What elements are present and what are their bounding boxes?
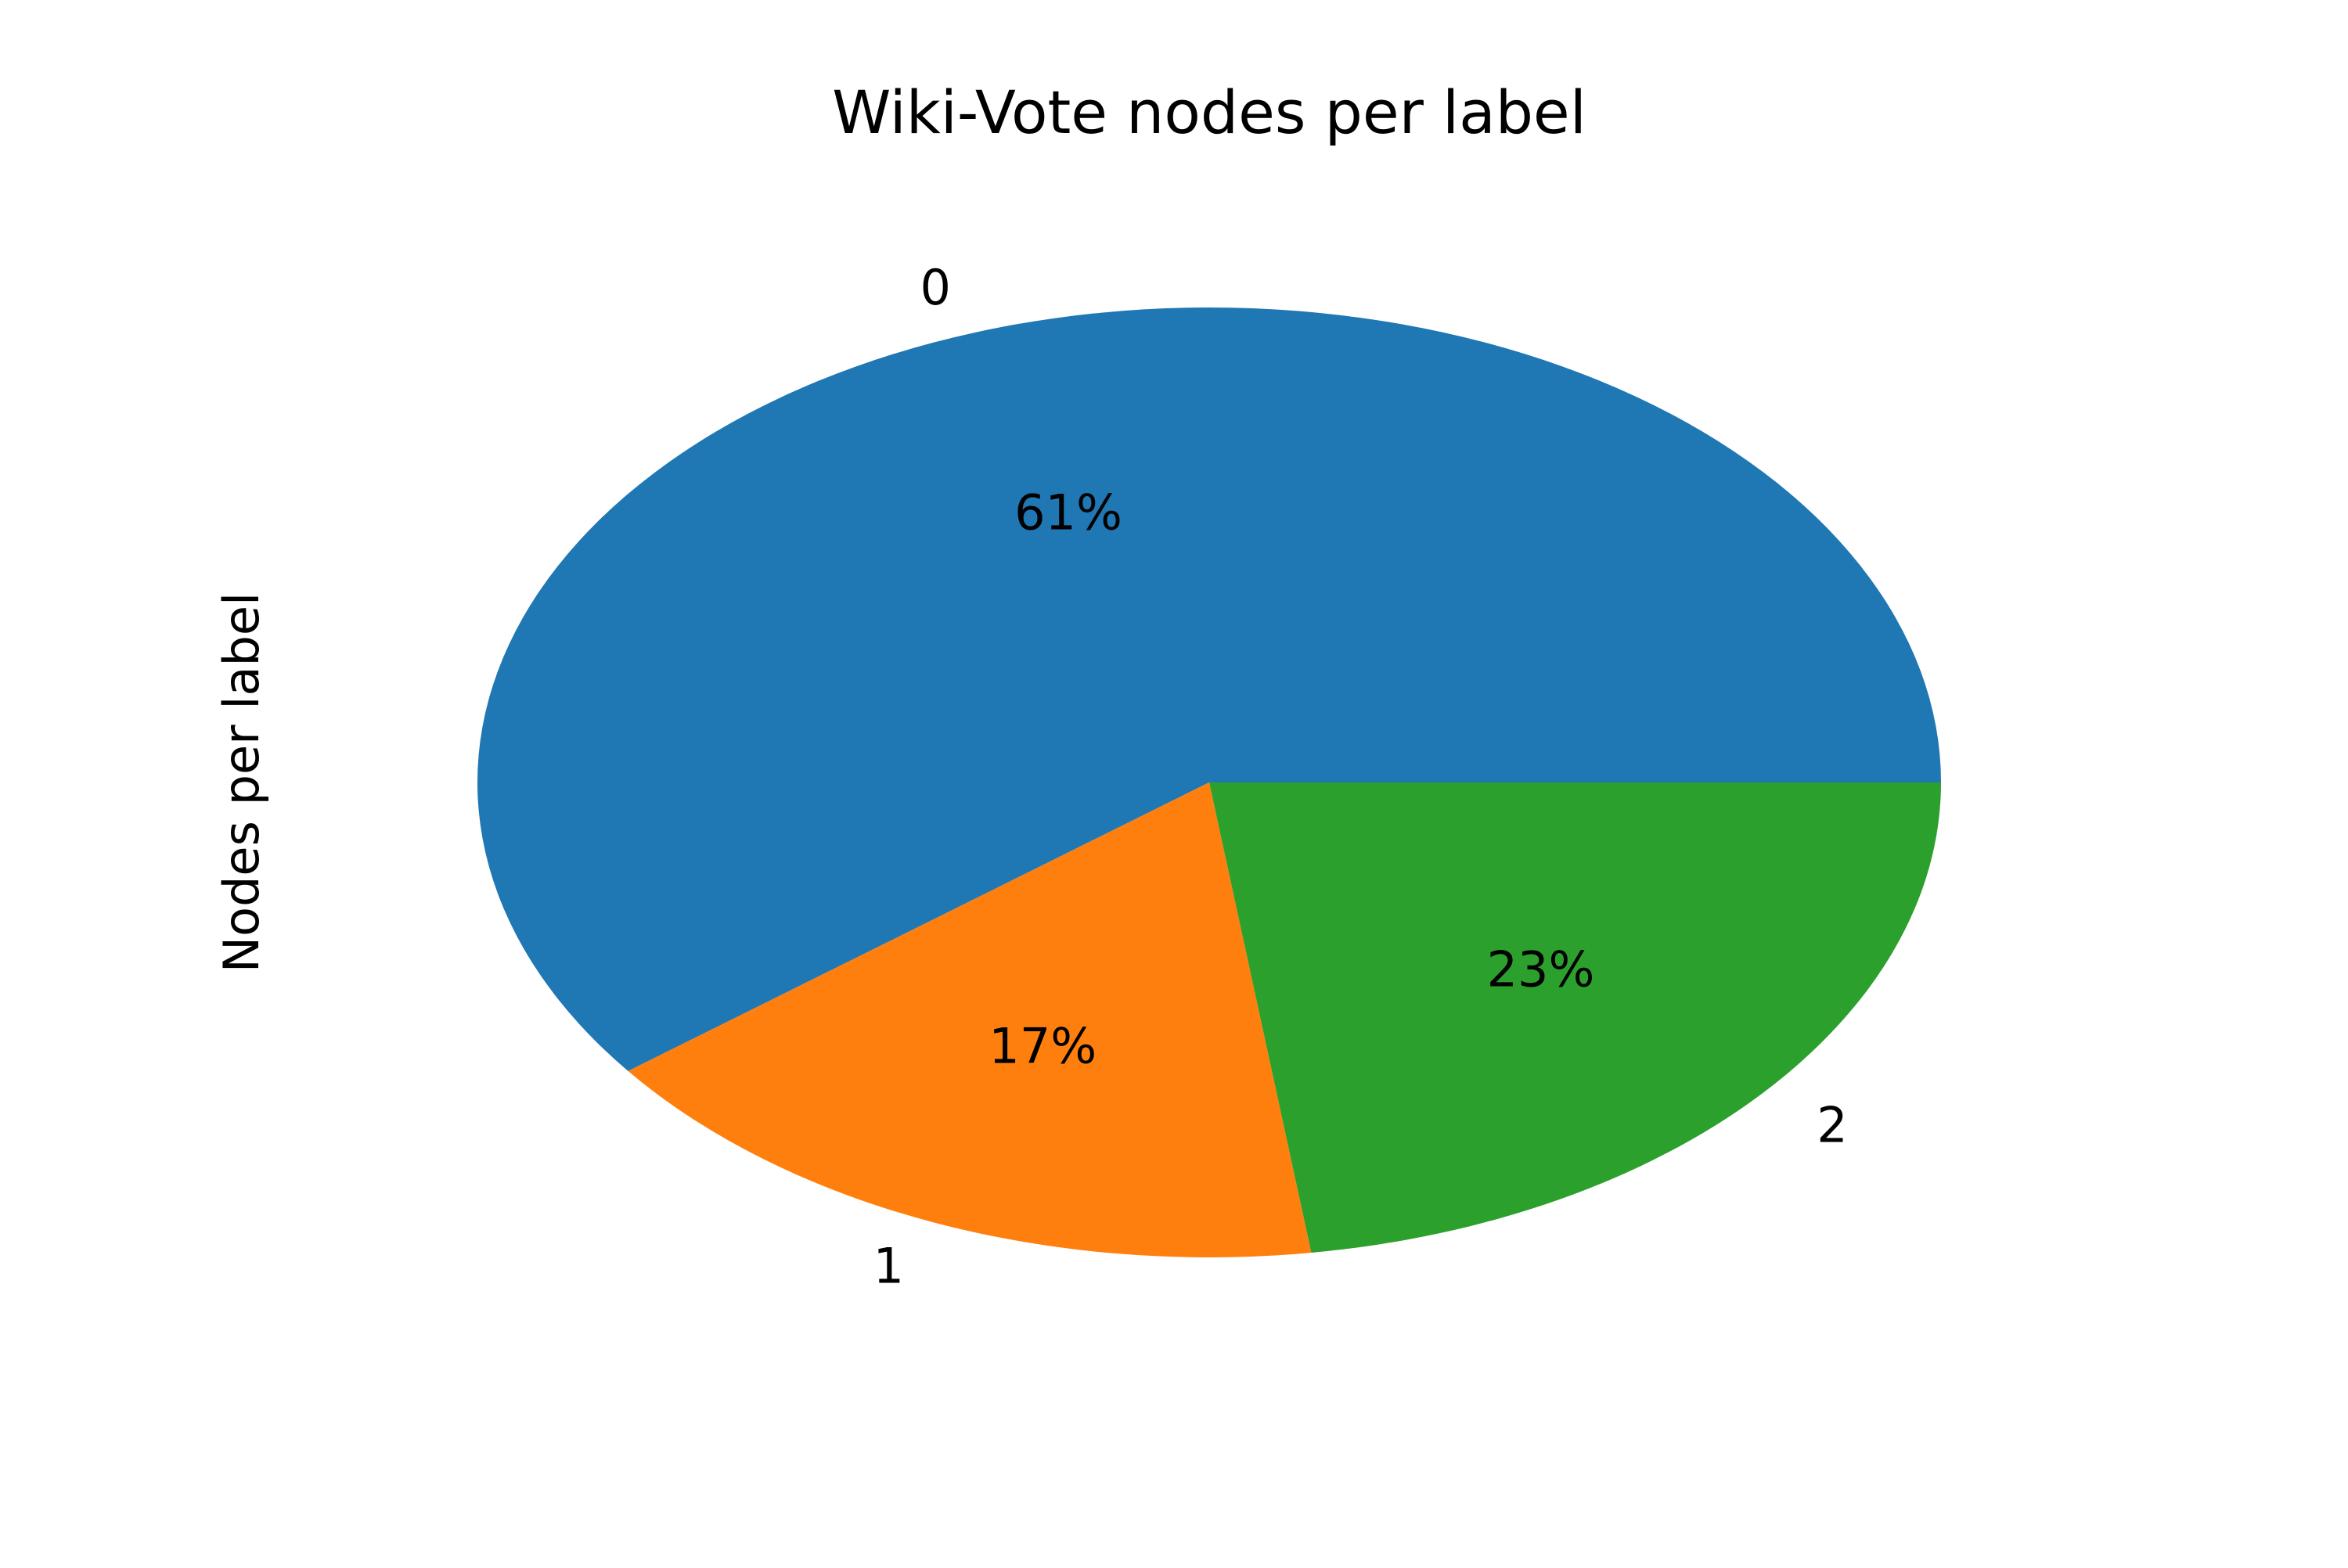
slice-value-label: 61% [1014,484,1122,541]
slice-labels: 61% 0 17% 1 23% 2 [873,259,1848,1294]
slice-category-label: 0 [920,259,951,316]
chart-title: Wiki-Vote nodes per label [832,77,1586,147]
slice-value-label: 23% [1487,940,1595,998]
slice-category-label: 1 [873,1237,904,1294]
slice-category-label: 2 [1817,1097,1847,1154]
pie-slice-2 [1209,782,1941,1253]
pie-slice-0 [477,307,1941,1071]
pie-slice-1 [628,782,1312,1257]
y-axis-label: Nodes per label [213,592,270,973]
slice-value-label: 17% [989,1018,1097,1075]
pie-slices [477,307,1941,1257]
